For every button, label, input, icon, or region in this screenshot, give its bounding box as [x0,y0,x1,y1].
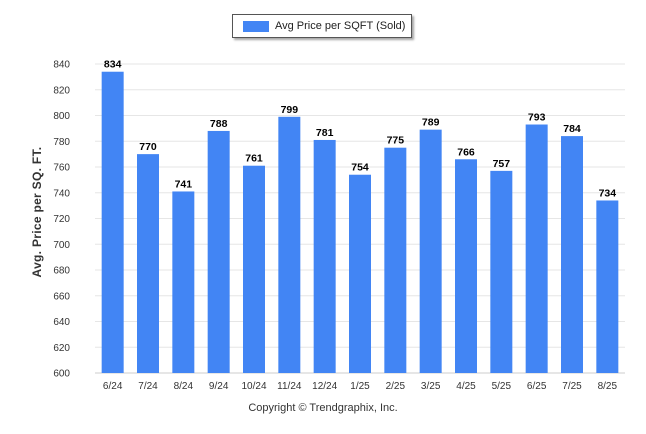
bar[interactable] [349,174,371,373]
x-tick-label: 11/24 [277,381,302,392]
data-label: 799 [281,104,299,116]
x-tick-label: 2/25 [386,381,406,392]
bar[interactable] [278,116,301,373]
data-label: 781 [316,127,334,139]
y-tick-label: 720 [53,214,70,225]
x-tick-label: 10/24 [241,381,266,392]
x-tick-label: 6/24 [103,381,123,392]
data-label: 770 [139,141,157,153]
data-labels: 834 770 741 788 761 799 781 754 775 789 766 757 793 7… [104,59,616,200]
bar[interactable] [243,165,265,373]
y-tick-label: 820 [53,85,70,96]
bar[interactable] [137,154,159,373]
x-tick-label: 7/24 [138,381,158,392]
bar[interactable] [455,159,477,373]
y-tick-label: 640 [53,317,70,328]
y-tick-label: 680 [53,266,70,277]
legend[interactable]: Avg Price per SQFT (Sold) [232,14,412,38]
y-tick-label: 660 [53,291,70,302]
bar[interactable] [101,71,124,373]
y-tick-label: 800 [53,111,70,122]
x-tick-label: 1/25 [350,381,370,392]
y-tick-label: 760 [53,163,70,174]
legend-label: Avg Price per SQFT (Sold) [275,20,406,32]
data-label: 754 [351,162,369,174]
y-axis-ticks: 600 620 640 660 680 700 720 740 760 780 800 820 840 [53,60,70,380]
x-tick-label: 12/24 [312,381,337,392]
data-label: 761 [245,153,263,165]
bar[interactable] [596,200,619,373]
y-tick-label: 840 [53,60,70,71]
bar[interactable] [525,124,548,373]
data-label: 766 [457,146,475,158]
bar[interactable] [172,191,195,373]
x-tick-label: 6/25 [527,381,547,392]
data-label: 834 [104,59,122,71]
x-tick-label: 9/24 [209,381,229,392]
y-tick-label: 780 [53,137,70,148]
bar[interactable] [561,136,583,373]
x-tick-label: 3/25 [421,381,441,392]
y-tick-label: 700 [53,240,70,251]
data-label: 775 [387,135,405,147]
data-label: 784 [563,123,581,135]
data-label: 734 [599,187,617,199]
data-label: 788 [210,118,228,130]
x-tick-label: 8/25 [598,381,618,392]
bar[interactable] [207,130,230,373]
data-label: 793 [528,112,546,124]
bar[interactable] [313,139,336,373]
data-label: 741 [175,178,193,190]
bar[interactable] [419,129,442,373]
y-tick-label: 740 [53,188,70,199]
data-label: 789 [422,117,440,129]
legend-swatch [243,20,269,32]
bar[interactable] [384,147,407,373]
x-tick-label: 7/25 [562,381,582,392]
x-tick-label: 4/25 [456,381,476,392]
x-tick-label: 5/25 [492,381,512,392]
y-tick-label: 600 [53,369,70,380]
x-tick-label: 8/24 [174,381,194,392]
data-label: 757 [493,158,511,170]
x-axis-ticks: 6/24 7/24 8/24 9/24 10/24 11/24 12/24 1/25 2/25 3… [103,381,618,392]
bars [101,71,619,373]
copyright-text: Copyright © Trendgraphix, Inc. [248,402,398,414]
bar[interactable] [490,170,513,373]
y-tick-label: 620 [53,343,70,354]
